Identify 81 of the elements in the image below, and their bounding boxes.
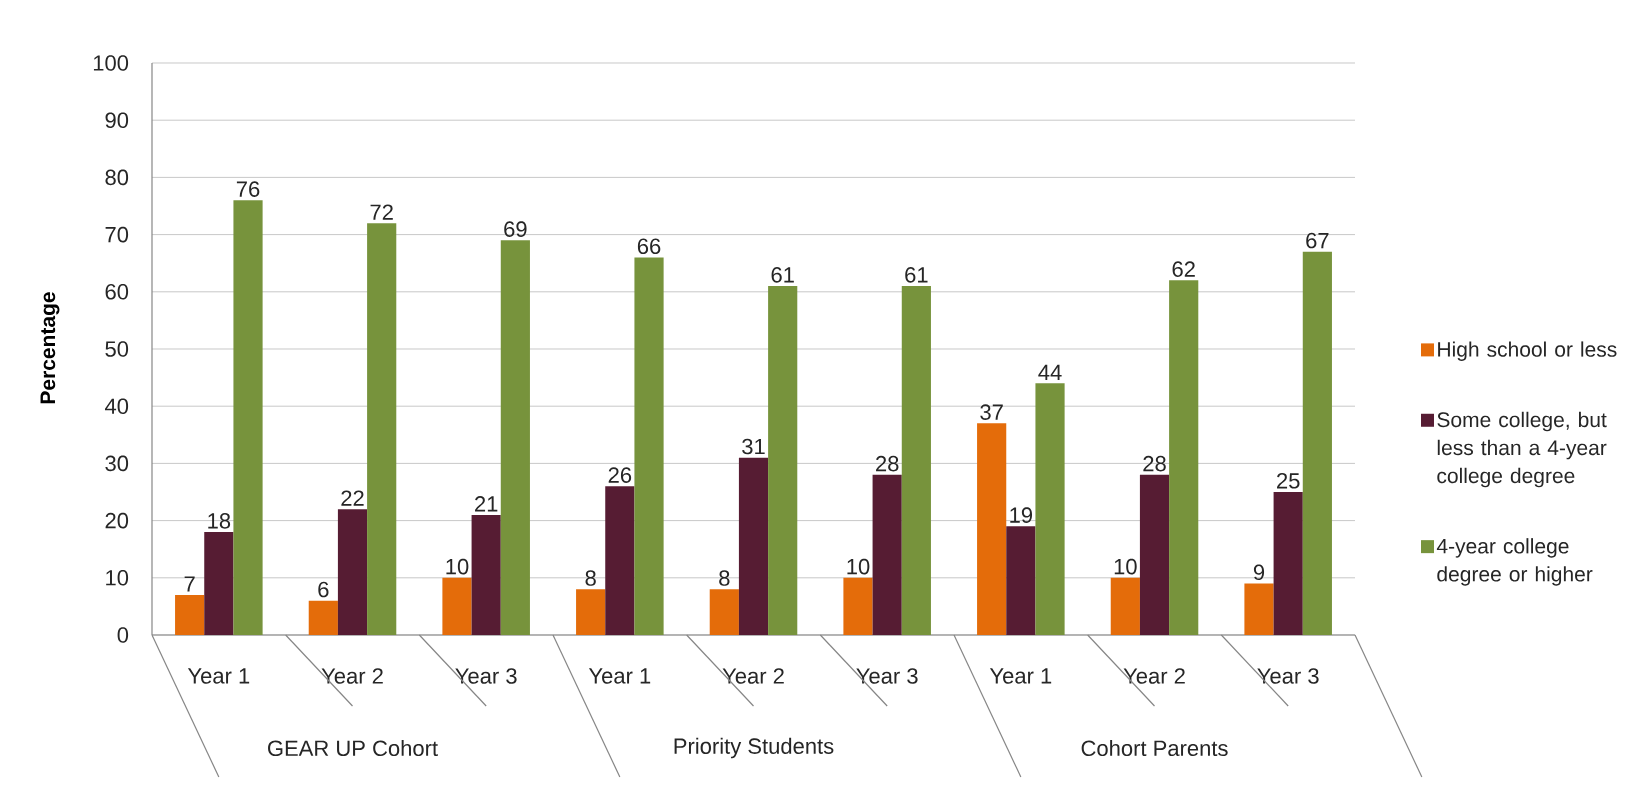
x-tick-label: Year 3 <box>455 668 517 684</box>
data-label: 8 <box>585 570 596 586</box>
bar <box>500 240 530 635</box>
y-tick-label: 40 <box>104 398 129 414</box>
data-label: 10 <box>847 558 870 575</box>
bar <box>1035 383 1065 635</box>
data-label: 62 <box>1172 261 1195 277</box>
bar <box>175 594 205 635</box>
bar <box>843 577 873 635</box>
data-label: 28 <box>876 455 899 472</box>
data-label: 19 <box>1010 507 1033 523</box>
data-label: 10 <box>1114 558 1137 575</box>
y-tick-label: 20 <box>105 512 129 529</box>
y-tick-label: 100 <box>93 55 129 71</box>
data-label: 72 <box>370 204 393 220</box>
data-label: 10 <box>446 558 469 575</box>
data-label: 18 <box>208 513 231 529</box>
data-label: 61 <box>905 267 928 283</box>
x-tick-label: Year 1 <box>588 668 651 684</box>
y-tick-label: 50 <box>105 341 129 357</box>
bar <box>1139 474 1170 635</box>
data-label: 9 <box>1253 564 1265 581</box>
data-label: 31 <box>742 438 765 455</box>
legend-label: Some college, but less than a 4-year college degree <box>1437 411 1607 488</box>
y-tick-label: 10 <box>106 570 129 586</box>
data-label: 28 <box>1143 455 1166 472</box>
data-label: 69 <box>504 221 527 237</box>
bar <box>367 223 397 635</box>
legend-label: High school or less <box>1438 341 1617 361</box>
y-tick-label: 90 <box>105 112 129 128</box>
x-tick-label: Year 2 <box>1123 668 1185 684</box>
data-label: 67 <box>1306 232 1329 249</box>
bar <box>901 286 931 635</box>
bar <box>204 532 234 635</box>
bar <box>442 577 472 635</box>
text: Priority Students <box>674 737 834 759</box>
bar <box>1302 251 1332 635</box>
legend-label: 4-year college degree or higher <box>1436 538 1593 586</box>
x-tick-label: Year 3 <box>1257 668 1319 684</box>
bar <box>977 423 1007 635</box>
bar <box>337 509 368 635</box>
data-label: 25 <box>1277 473 1300 489</box>
bar <box>872 474 902 635</box>
y-tick-label: 80 <box>105 169 129 186</box>
x-tick-label: Year 2 <box>722 668 784 684</box>
data-label: 8 <box>719 570 730 586</box>
data-label: 66 <box>637 238 661 255</box>
bar <box>768 286 798 635</box>
bar <box>605 486 635 635</box>
bar <box>308 600 338 635</box>
bar <box>1244 583 1274 635</box>
data-label: 7 <box>184 576 195 592</box>
x-tick-label: Year 1 <box>989 668 1052 684</box>
text: Cohort Parents <box>1081 739 1228 757</box>
bar <box>471 514 501 635</box>
data-label: 44 <box>1038 364 1062 380</box>
bar <box>1273 492 1303 635</box>
bar <box>233 200 263 635</box>
y-tick-label: 60 <box>105 283 129 300</box>
bar <box>1110 577 1140 635</box>
data-label: 37 <box>980 404 1003 420</box>
x-tick-label: Year 1 <box>187 668 250 684</box>
x-tick-label: Year 2 <box>321 668 383 684</box>
data-label: 21 <box>475 496 498 512</box>
bar <box>634 257 664 635</box>
bar <box>1006 526 1036 635</box>
y-tick-label: 70 <box>105 226 129 243</box>
text: GEAR UP Cohort <box>268 739 438 757</box>
y-tick-label: 30 <box>105 455 129 472</box>
y-tick-label: 0 <box>117 627 129 643</box>
data-label: 6 <box>318 581 329 598</box>
bar <box>1169 280 1199 635</box>
data-label: 61 <box>771 267 794 283</box>
data-label: 22 <box>341 490 364 506</box>
data-label: 76 <box>236 181 260 197</box>
data-label: 26 <box>608 467 632 483</box>
y-axis-title: Percentage <box>40 292 60 404</box>
bar <box>738 457 769 635</box>
bar <box>576 589 606 635</box>
bar <box>709 589 739 635</box>
x-tick-label: Year 3 <box>856 668 918 684</box>
